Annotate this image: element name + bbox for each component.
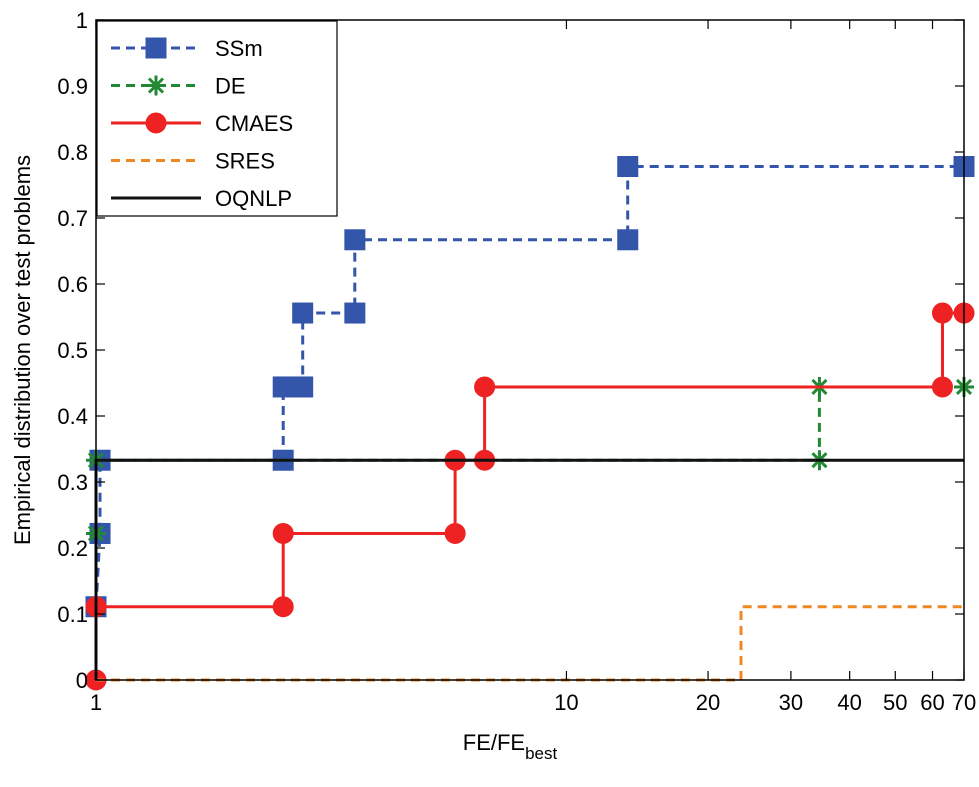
- y-tick-label: 0.2: [57, 536, 88, 561]
- series-line-ssm: [94, 165, 964, 607]
- series-line-oqnlp: [94, 458, 964, 680]
- data-point-ssm: [292, 302, 314, 324]
- legend-item-cmaes: CMAES: [111, 111, 293, 136]
- series-layer: [85, 156, 975, 691]
- legend: SSm DE CMAES SRES OQNLP: [96, 20, 338, 217]
- y-tick-label: 0: [76, 668, 88, 693]
- legend-label-ssm: SSm: [215, 36, 263, 61]
- x-axis-title-subscript: best: [525, 744, 557, 763]
- y-tick-label: 0.4: [57, 404, 88, 429]
- x-tick-label: 70: [952, 690, 976, 715]
- y-tick-label: 0.5: [57, 338, 88, 363]
- legend-item-oqnlp: OQNLP: [111, 186, 292, 211]
- legend-label-oqnlp: OQNLP: [215, 186, 292, 211]
- legend-label-cmaes: CMAES: [215, 111, 293, 136]
- legend-box: [96, 20, 338, 217]
- data-point-ssm: [344, 229, 366, 251]
- y-tick-label: 1: [76, 8, 88, 33]
- series-line-sres: [96, 605, 964, 682]
- data-point-ssm: [617, 229, 639, 251]
- legend-item-sres: SRES: [111, 149, 275, 174]
- legend-item-de: DE: [111, 74, 246, 99]
- y-tick-label: 0.6: [57, 272, 88, 297]
- legend-item-ssm: SSm: [111, 36, 263, 61]
- x-axis-title: FE/FEbest: [463, 730, 558, 763]
- y-tick-label: 0.1: [57, 602, 88, 627]
- legend-marker-de: [146, 75, 166, 96]
- data-point-cmaes: [474, 376, 496, 398]
- x-tick-label: 50: [883, 690, 907, 715]
- series-line-cmaes: [94, 311, 964, 680]
- data-point-ssm: [344, 302, 366, 324]
- y-tick-label: 0.9: [57, 74, 88, 99]
- legend-marker-ssm: [145, 37, 167, 59]
- x-axis-title-main: FE/FE: [463, 730, 525, 755]
- series-oqnlp: [94, 458, 964, 680]
- legend-label-de: DE: [215, 74, 246, 99]
- y-tick-label: 0.8: [57, 140, 88, 165]
- x-tick-label: 10: [554, 690, 578, 715]
- legend-marker-cmaes: [145, 112, 167, 134]
- x-tick-label: 60: [920, 690, 944, 715]
- data-point-ssm: [272, 376, 294, 398]
- y-axis-title: Empirical distribution over test problem…: [10, 155, 35, 545]
- data-point-cmaes: [272, 522, 294, 544]
- ticks-layer: 1 10 20 30 40 50 60 70 0 0.1 0.2 0.3 0.4 0.5 0.6 0.7 0.8…: [57, 8, 976, 715]
- series-ssm: [85, 156, 975, 618]
- data-point-ssm: [617, 156, 639, 178]
- x-tick-label: 30: [779, 690, 803, 715]
- series-sres: [96, 605, 964, 682]
- data-point-cmaes: [272, 596, 294, 618]
- x-tick-label: 40: [837, 690, 861, 715]
- x-tick-label: 1: [90, 690, 102, 715]
- legend-label-sres: SRES: [215, 149, 275, 174]
- data-point-ssm: [292, 376, 314, 398]
- data-point-cmaes: [444, 522, 466, 544]
- x-tick-label: 20: [696, 690, 720, 715]
- series-cmaes: [85, 302, 975, 691]
- y-tick-label: 0.3: [57, 470, 88, 495]
- y-tick-label: 0.7: [57, 206, 88, 231]
- legend-items: SSm DE CMAES SRES OQNLP: [111, 36, 293, 211]
- data-point-cmaes: [931, 302, 953, 324]
- data-point-cmaes: [931, 376, 953, 398]
